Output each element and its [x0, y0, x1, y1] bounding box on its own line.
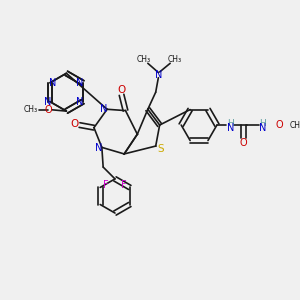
Text: N: N [44, 97, 51, 107]
Text: CH₃: CH₃ [168, 56, 182, 64]
Text: S: S [157, 144, 164, 154]
Text: H: H [259, 119, 266, 128]
Text: O: O [276, 120, 283, 130]
Text: N: N [76, 97, 83, 107]
Text: N: N [76, 78, 83, 88]
Text: O: O [71, 119, 79, 129]
Text: CH₃: CH₃ [137, 56, 151, 64]
Text: F: F [121, 180, 127, 190]
Text: N: N [259, 124, 266, 134]
Text: N: N [95, 143, 102, 153]
Text: CH₃: CH₃ [290, 121, 300, 130]
Text: F: F [103, 180, 109, 190]
Text: H: H [227, 119, 234, 128]
Text: N: N [49, 78, 56, 88]
Text: CH₃: CH₃ [24, 105, 38, 114]
Text: O: O [44, 105, 52, 115]
Text: N: N [227, 124, 234, 134]
Text: O: O [239, 138, 247, 148]
Text: O: O [117, 85, 125, 95]
Text: N: N [100, 104, 108, 114]
Text: N: N [155, 70, 163, 80]
